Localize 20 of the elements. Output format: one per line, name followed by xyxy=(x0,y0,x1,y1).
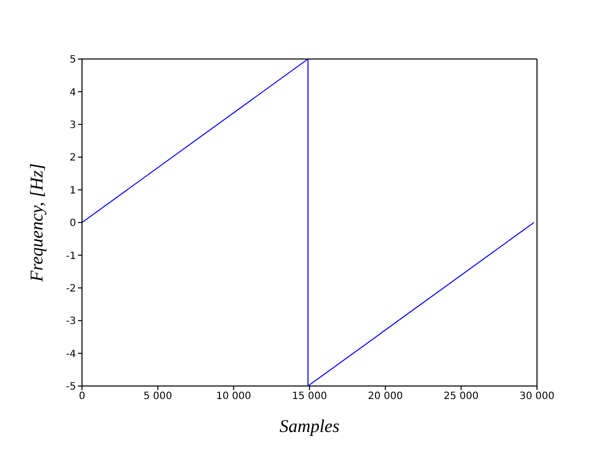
y-tick-label: -3 xyxy=(66,316,76,328)
y-tick-label: -2 xyxy=(66,283,76,294)
x-tick-label: 10 000 xyxy=(216,391,252,402)
y-tick-label: 1 xyxy=(70,185,76,196)
x-tick-label: 30 000 xyxy=(520,391,554,402)
x-tick-label: 0 xyxy=(78,391,86,402)
y-tick-label: 4 xyxy=(70,87,76,98)
x-axis-title: Samples xyxy=(280,416,340,436)
y-tick-label: -4 xyxy=(66,348,76,360)
y-tick-label: -1 xyxy=(66,250,76,262)
y-tick-label: 5 xyxy=(70,54,76,66)
y-tick-label: -5 xyxy=(66,382,76,393)
y-tick-label: 2 xyxy=(70,152,76,164)
x-tick-label: 5 000 xyxy=(144,391,172,402)
x-tick-label: 15 000 xyxy=(292,391,327,402)
x-tick-label: 20 000 xyxy=(368,391,403,402)
x-tick-label: 25 000 xyxy=(444,391,479,402)
y-axis-title: Frequency, [Hz] xyxy=(26,163,46,283)
y-tick-label: 3 xyxy=(70,120,76,131)
y-tick-label: 0 xyxy=(70,218,76,230)
